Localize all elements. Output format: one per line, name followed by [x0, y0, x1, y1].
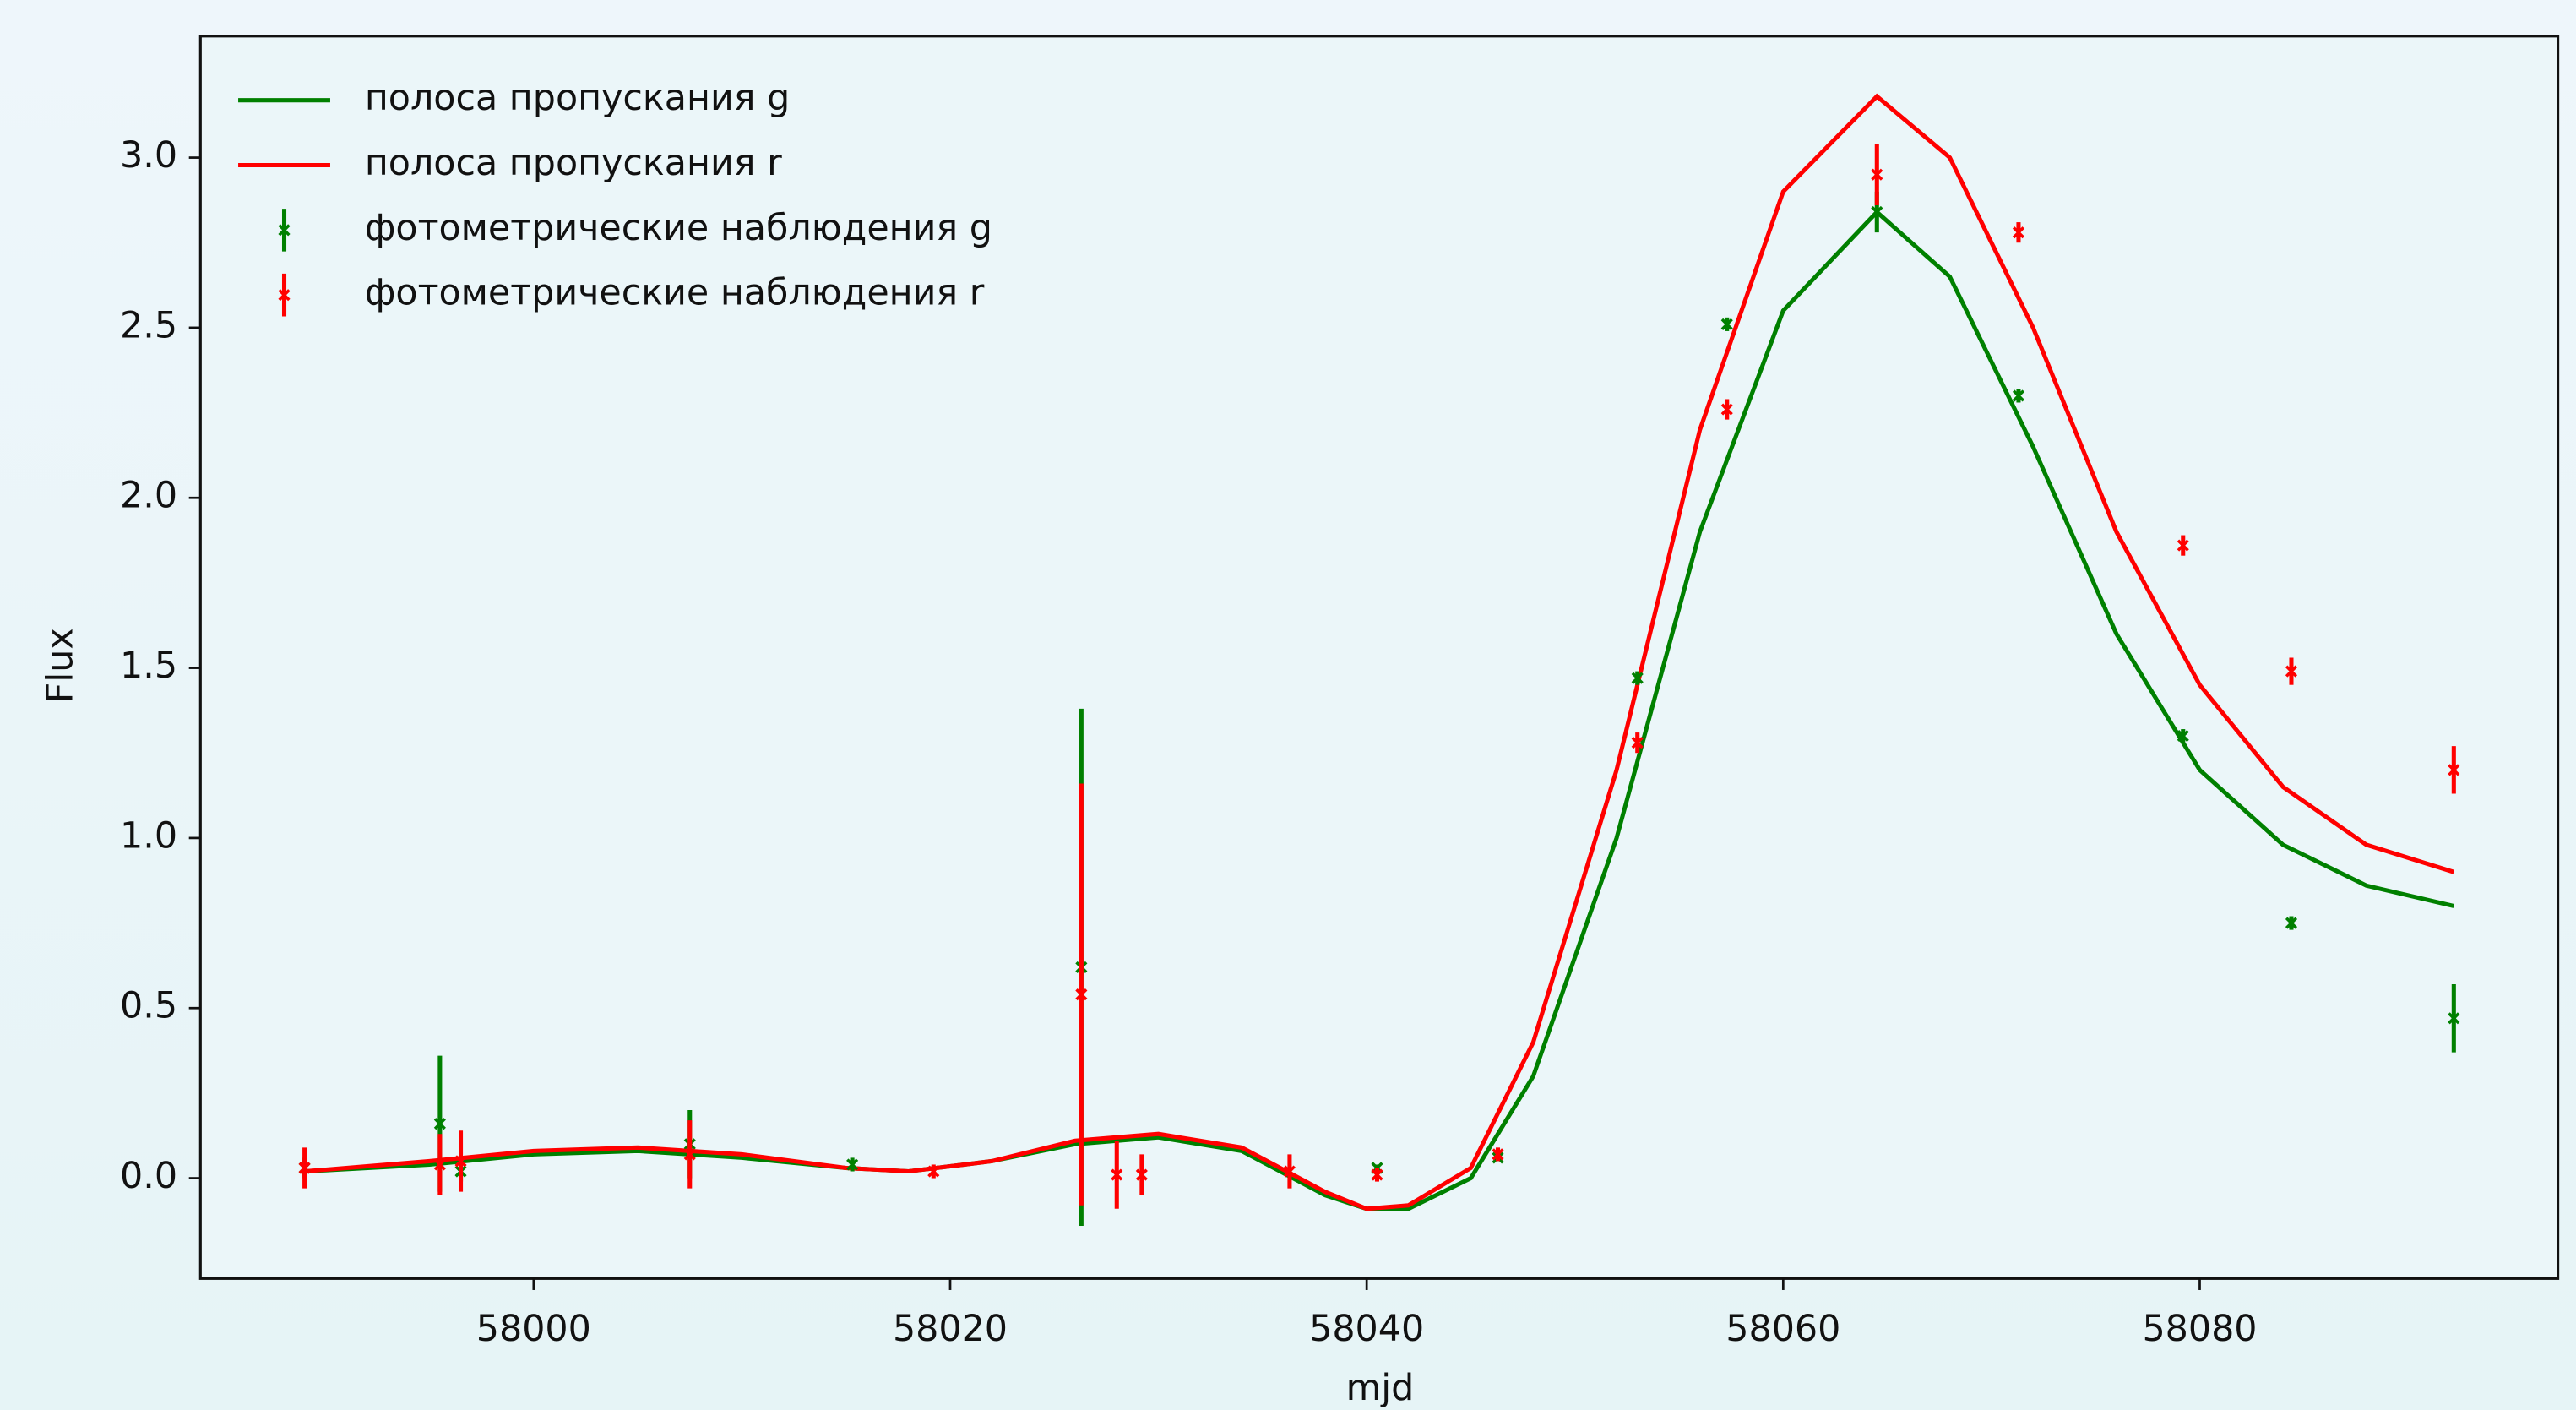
data-point: [433, 1118, 446, 1130]
data-point: [298, 1162, 311, 1174]
data-point: [1135, 1168, 1148, 1181]
data-point: [1075, 988, 1088, 1001]
y-tick-label: 1.0: [120, 814, 177, 857]
data-point: [1371, 1168, 1383, 1181]
data-point: [2285, 917, 2298, 929]
y-tick-label: 2.5: [120, 304, 177, 346]
fit-curve: [304, 93, 2455, 1211]
data-point: [454, 1155, 467, 1168]
data-point: [2448, 764, 2460, 776]
data-point: [1631, 737, 1644, 749]
legend-swatch: [278, 289, 291, 302]
x-tick-label: 58040: [1309, 1308, 1424, 1350]
legend-label: фотометрические наблюдения g: [365, 207, 992, 249]
data-point: [846, 1158, 859, 1171]
data-point: [2012, 389, 2025, 402]
data-point: [1283, 1165, 1296, 1178]
legend-label: полоса пропускания g: [365, 77, 790, 119]
x-tick-label: 58020: [893, 1308, 1008, 1350]
y-tick-label: 3.0: [120, 134, 177, 177]
y-tick-label: 2.0: [120, 475, 177, 517]
x-tick-label: 58000: [476, 1308, 591, 1350]
data-point: [1720, 403, 1733, 416]
y-tick-label: 0.5: [120, 985, 177, 1027]
x-tick-label: 58080: [2142, 1308, 2257, 1350]
data-point: [1631, 672, 1644, 684]
plot-area: [198, 35, 2560, 1280]
data-point: [2177, 539, 2189, 552]
data-point: [433, 1158, 446, 1171]
fit-curve: [304, 209, 2454, 1211]
legend-swatch: [278, 224, 291, 237]
data-point: [1111, 1168, 1123, 1181]
data-point: [683, 1148, 696, 1161]
data-point: [2012, 226, 2025, 239]
data-point: [1871, 205, 1883, 219]
data-point: [927, 1165, 940, 1178]
y-axis-label: Flux: [39, 628, 81, 703]
data-point: [2448, 1012, 2460, 1025]
legend-label: полоса пропускания r: [365, 142, 782, 184]
y-tick-label: 0.0: [120, 1155, 177, 1197]
data-point: [2177, 730, 2189, 743]
data-point: [1720, 318, 1733, 330]
data-point: [2285, 665, 2298, 678]
x-tick-label: 58060: [1725, 1308, 1840, 1350]
data-point: [1492, 1148, 1504, 1161]
legend-label: фотометрические наблюдения r: [365, 272, 985, 314]
y-tick-label: 1.5: [120, 645, 177, 687]
x-axis-label: mjd: [1346, 1367, 1415, 1409]
data-point: [1871, 168, 1883, 181]
